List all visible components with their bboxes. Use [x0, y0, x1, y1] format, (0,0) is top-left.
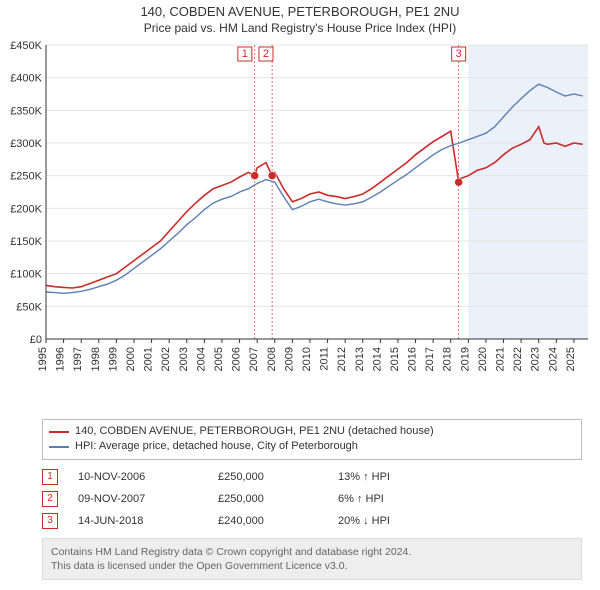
event-number-box: 1: [42, 469, 58, 485]
chart-title-block: 140, COBDEN AVENUE, PETERBOROUGH, PE1 2N…: [0, 0, 600, 35]
legend-label: 140, COBDEN AVENUE, PETERBOROUGH, PE1 2N…: [75, 424, 434, 439]
event-diff: 6% ↑ HPI: [338, 493, 582, 505]
event-price: £250,000: [218, 493, 338, 505]
legend-label: HPI: Average price, detached house, City…: [75, 439, 358, 454]
y-axis-label: £400K: [10, 73, 42, 85]
y-axis-label: £250K: [10, 171, 42, 183]
x-axis-label: 1998: [90, 347, 102, 371]
x-axis-label: 2017: [424, 347, 436, 371]
legend-swatch: [49, 431, 69, 433]
x-axis-label: 2021: [495, 347, 507, 371]
event-label-number: 3: [456, 48, 462, 60]
event-marker: [455, 178, 463, 186]
x-axis-label: 2012: [336, 347, 348, 371]
event-marker: [268, 172, 276, 180]
event-diff: 20% ↓ HPI: [338, 515, 582, 527]
x-axis-label: 2015: [389, 347, 401, 371]
x-axis-label: 2005: [213, 347, 225, 371]
attribution-footer: Contains HM Land Registry data © Crown c…: [42, 538, 582, 580]
event-price: £250,000: [218, 471, 338, 483]
x-axis-label: 2010: [301, 347, 313, 371]
events-table: 1 10-NOV-2006 £250,000 13% ↑ HPI 2 09-NO…: [42, 466, 582, 532]
y-axis-label: £200K: [10, 203, 42, 215]
x-axis-label: 2018: [442, 347, 454, 371]
x-axis-label: 2011: [319, 347, 331, 371]
y-axis-label: £50K: [16, 301, 42, 313]
event-number-box: 3: [42, 513, 58, 529]
chart-title: 140, COBDEN AVENUE, PETERBOROUGH, PE1 2N…: [0, 4, 600, 19]
x-axis-label: 2008: [266, 347, 278, 371]
event-date: 09-NOV-2007: [78, 493, 218, 505]
y-axis-label: £0: [30, 334, 42, 346]
x-axis-label: 2013: [354, 347, 366, 371]
table-row: 2 09-NOV-2007 £250,000 6% ↑ HPI: [42, 488, 582, 510]
event-date: 10-NOV-2006: [78, 471, 218, 483]
x-axis-label: 2023: [530, 347, 542, 371]
x-axis-label: 1995: [37, 347, 49, 371]
event-number-box: 2: [42, 491, 58, 507]
event-label-number: 1: [242, 48, 248, 60]
legend-swatch: [49, 446, 69, 448]
x-axis-label: 2002: [160, 347, 172, 371]
x-axis-label: 2025: [565, 347, 577, 371]
footer-line: This data is licensed under the Open Gov…: [51, 559, 573, 573]
legend: 140, COBDEN AVENUE, PETERBOROUGH, PE1 2N…: [42, 419, 582, 460]
x-axis-label: 2001: [143, 347, 155, 371]
y-axis-label: £300K: [10, 138, 42, 150]
x-axis-label: 2003: [178, 347, 190, 371]
event-diff: 13% ↑ HPI: [338, 471, 582, 483]
chart-svg: £0 £50K £100K £150K £200K £250K £300K £350K £400…: [0, 35, 600, 415]
event-label-number: 2: [263, 48, 269, 60]
table-row: 3 14-JUN-2018 £240,000 20% ↓ HPI: [42, 510, 582, 532]
x-axis-label: 2007: [248, 347, 260, 371]
x-axis-label: 2004: [195, 347, 207, 371]
event-marker: [251, 172, 259, 180]
y-axis-label: £100K: [10, 269, 42, 281]
event-price: £240,000: [218, 515, 338, 527]
x-axis-label: 2006: [231, 347, 243, 371]
legend-item: HPI: Average price, detached house, City…: [49, 439, 575, 454]
x-axis-label: 1997: [72, 347, 84, 371]
y-axis-label: £450K: [10, 40, 42, 52]
chart-area: £0 £50K £100K £150K £200K £250K £300K £350K £400…: [0, 35, 600, 415]
x-axis-label: 2022: [512, 347, 524, 371]
event-date: 14-JUN-2018: [78, 515, 218, 527]
x-axis-label: 2016: [407, 347, 419, 371]
legend-item: 140, COBDEN AVENUE, PETERBOROUGH, PE1 2N…: [49, 424, 575, 439]
footer-line: Contains HM Land Registry data © Crown c…: [51, 545, 573, 559]
chart-subtitle: Price paid vs. HM Land Registry's House …: [0, 21, 600, 35]
x-axis-label: 2014: [371, 347, 383, 371]
x-axis-label: 1999: [107, 347, 119, 371]
x-axis-label: 2009: [283, 347, 295, 371]
y-axis-label: £150K: [10, 236, 42, 248]
x-axis-label: 2000: [125, 347, 137, 371]
y-axis-label: £350K: [10, 105, 42, 117]
x-axis-label: 1996: [55, 347, 67, 371]
x-axis-label: 2019: [459, 347, 471, 371]
x-axis-label: 2020: [477, 347, 489, 371]
table-row: 1 10-NOV-2006 £250,000 13% ↑ HPI: [42, 466, 582, 488]
x-axis-label: 2024: [547, 347, 559, 371]
